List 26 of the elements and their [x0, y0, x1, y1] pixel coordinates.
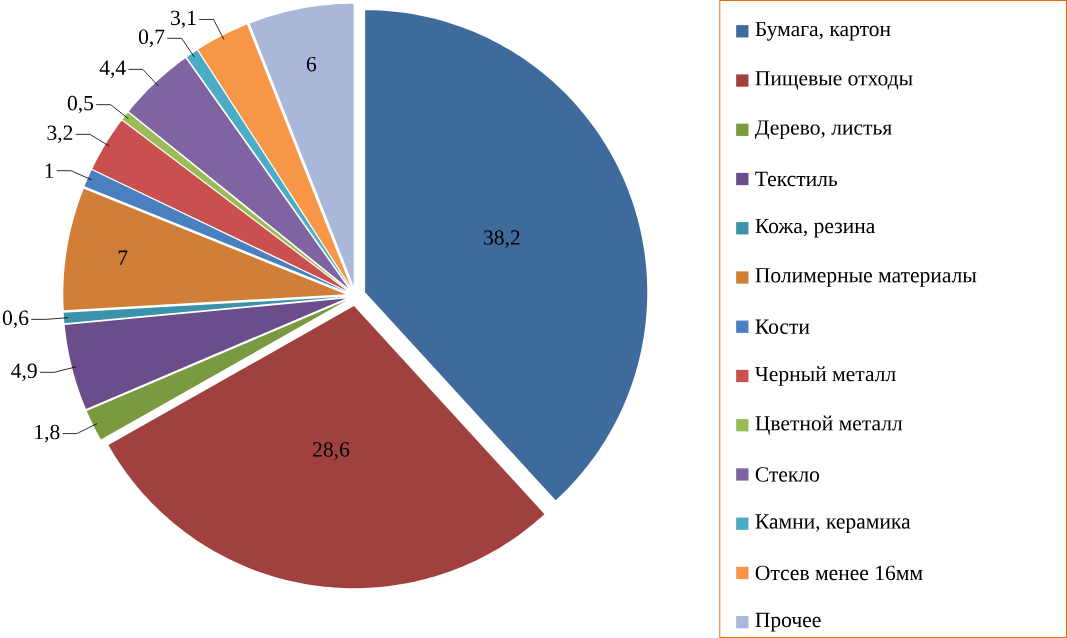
data-label: 0,7 [138, 29, 165, 48]
legend-label: Прочее [755, 612, 821, 632]
legend-label: Цветной металл [755, 415, 903, 435]
data-label: 4,4 [99, 60, 126, 79]
data-label: 0,5 [67, 95, 94, 114]
data-label: 7 [118, 250, 128, 265]
data-label: 0,6 [2, 310, 29, 329]
legend-label: Камни, керамика [755, 514, 911, 534]
legend-label: Дерево, листья [754, 120, 892, 140]
legend-label: Кожа, резина [755, 218, 875, 238]
legend-label: Черный металл [755, 366, 896, 386]
legend-label: Отсев менее 16мм [755, 565, 923, 581]
data-label: 6 [306, 56, 317, 72]
data-label: 3,2 [47, 125, 73, 144]
data-label: 4,9 [11, 363, 37, 382]
legend-label: Кости [755, 319, 810, 334]
data-label: 3,1 [171, 10, 196, 29]
data-label: 28,6 [313, 442, 350, 460]
data-label: 1 [45, 163, 54, 178]
legend-label: Пищевые отходы [755, 71, 913, 90]
legend-label: Бумага, картон [755, 21, 891, 41]
legend-label: Полимерные материалы [755, 268, 977, 287]
data-label: 38,2 [484, 230, 520, 248]
data-label: 1,8 [35, 424, 60, 443]
legend-label: Текстиль [755, 171, 838, 187]
legend-label: Стекло [755, 467, 820, 482]
